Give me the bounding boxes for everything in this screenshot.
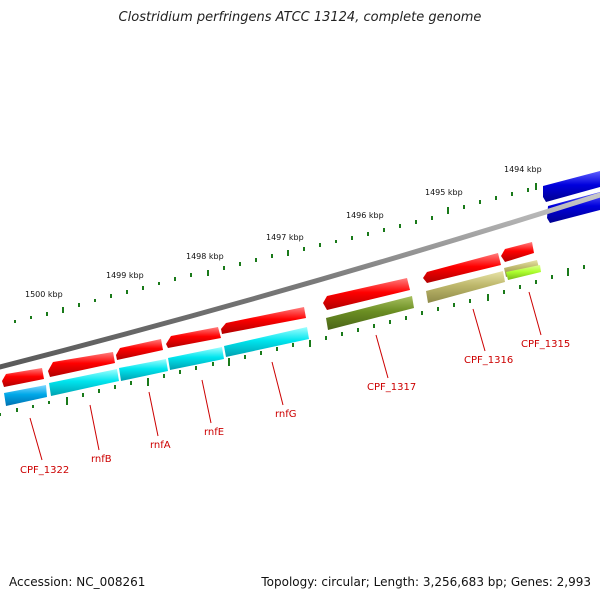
kbp-label: 1498 kbp xyxy=(186,252,224,261)
gene-box[interactable] xyxy=(4,385,47,406)
kbp-label: 1497 kbp xyxy=(266,233,304,242)
kbp-label: 1494 kbp xyxy=(504,165,542,174)
gene-box[interactable] xyxy=(224,327,309,357)
gene-arrow[interactable] xyxy=(2,368,44,387)
gene-label: rnfE xyxy=(204,427,224,438)
gene-arrow[interactable] xyxy=(501,242,534,262)
kbp-label: 1495 kbp xyxy=(425,188,463,197)
gene-label: CPF_1317 xyxy=(367,382,416,393)
gene-labels: CPF_1322 rnfB rnfA rnfE rnfG CPF_1317 CP… xyxy=(20,339,570,476)
kbp-label: 1496 kbp xyxy=(346,211,384,220)
gene-label: CPF_1315 xyxy=(521,339,570,350)
gene-arrow[interactable] xyxy=(116,339,163,360)
gene-box[interactable] xyxy=(49,369,119,396)
kbp-labels: 1500 kbp 1499 kbp 1498 kbp 1497 kbp 1496… xyxy=(25,165,542,299)
kbp-label: 1499 kbp xyxy=(106,271,144,280)
gene-arrow[interactable] xyxy=(543,171,600,202)
gene-box[interactable] xyxy=(326,296,414,330)
inner-tick-track xyxy=(0,265,585,416)
gene-arrow[interactable] xyxy=(48,352,115,377)
genome-summary-text: Topology: circular; Length: 3,256,683 bp… xyxy=(261,575,591,589)
accession-text: Accession: NC_008261 xyxy=(9,575,146,589)
genome-backbone xyxy=(0,192,600,370)
gene-label: CPF_1322 xyxy=(20,465,69,476)
gene-label: rnfA xyxy=(150,440,171,451)
kbp-label: 1500 kbp xyxy=(25,290,63,299)
gene-label: rnfG xyxy=(275,409,297,420)
gene-arrow[interactable] xyxy=(423,253,501,283)
map-title: Clostridium perfringens ATCC 13124, comp… xyxy=(118,10,482,25)
gene-box[interactable] xyxy=(506,265,541,280)
reverse-strand-features xyxy=(4,260,541,406)
forward-strand-features xyxy=(2,242,534,387)
gene-arrow[interactable] xyxy=(166,327,221,348)
outer-tick-track xyxy=(14,183,537,323)
label-leader-lines xyxy=(29,291,542,461)
gene-label: rnfB xyxy=(91,454,112,465)
gene-arrow[interactable] xyxy=(323,278,410,310)
gene-box[interactable] xyxy=(426,271,505,303)
gene-box[interactable] xyxy=(119,359,168,381)
gene-arrow-rnfG-region[interactable] xyxy=(221,307,306,334)
gene-label: CPF_1316 xyxy=(464,355,513,366)
gene-box[interactable] xyxy=(168,347,224,370)
